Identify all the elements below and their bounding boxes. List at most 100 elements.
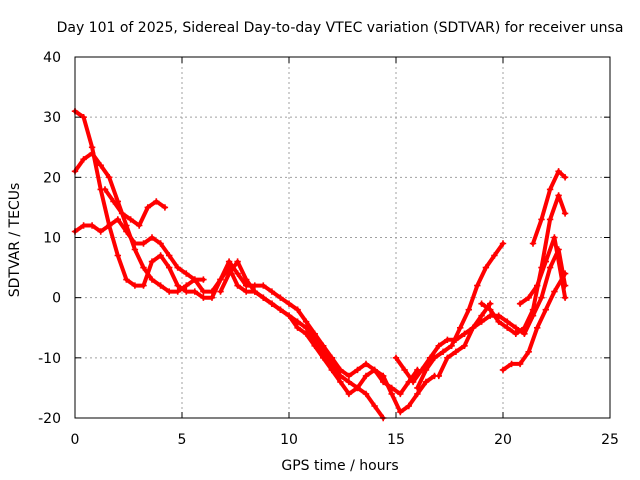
data-point: [80, 222, 87, 229]
data-point: [174, 288, 181, 295]
data-point: [371, 402, 378, 410]
data-point: [277, 294, 284, 301]
data-point: [225, 270, 233, 277]
data-point: [234, 258, 241, 265]
data-point: [525, 348, 532, 355]
data-point: [354, 384, 361, 392]
data-point: [521, 330, 528, 337]
series-line: [103, 187, 167, 228]
data-point: [166, 288, 173, 295]
y-tick-label: 30: [43, 110, 61, 126]
data-point: [371, 366, 378, 374]
data-point: [516, 360, 524, 368]
series-track-3: [71, 216, 421, 398]
data-point: [294, 306, 301, 313]
data-point: [345, 390, 353, 398]
grid-lines: [75, 57, 610, 418]
data-point: [491, 252, 498, 259]
data-point: [461, 342, 468, 349]
data-point: [561, 270, 569, 277]
data-point: [166, 252, 173, 259]
data-point: [208, 288, 216, 295]
data-point: [345, 378, 353, 386]
data-point: [97, 162, 104, 169]
series-track-11: [516, 234, 569, 307]
data-point: [294, 324, 301, 331]
data-point: [487, 300, 494, 307]
data-point: [512, 324, 519, 331]
data-point: [311, 342, 318, 349]
data-point: [431, 354, 438, 361]
data-point: [131, 240, 139, 247]
data-point: [380, 372, 387, 380]
data-point: [88, 150, 96, 157]
data-point: [208, 294, 216, 301]
data-point: [397, 408, 404, 416]
series-line: [73, 151, 206, 294]
data-point: [320, 354, 327, 361]
series-line: [218, 259, 437, 414]
data-point: [397, 390, 404, 398]
data-point: [345, 372, 353, 380]
series-track-8: [435, 300, 494, 380]
data-point: [80, 156, 87, 163]
data-point: [97, 228, 104, 235]
data-point: [504, 318, 511, 325]
data-point: [101, 186, 109, 193]
data-point: [127, 216, 134, 223]
data-point: [409, 378, 417, 386]
data-point: [499, 366, 507, 374]
data-point: [234, 270, 241, 277]
y-axis-title: SDTVAR / TECUs: [7, 183, 23, 298]
series-layer: [71, 108, 569, 422]
data-point: [260, 282, 267, 289]
data-point: [478, 300, 485, 307]
data-point: [174, 264, 181, 271]
data-point: [131, 282, 139, 289]
data-point: [516, 300, 524, 307]
data-point: [243, 276, 250, 283]
data-point: [328, 354, 335, 361]
data-point: [525, 294, 532, 301]
y-tick-label: 40: [43, 50, 61, 66]
data-point: [435, 372, 442, 380]
data-point: [302, 318, 310, 325]
data-point: [354, 366, 361, 374]
data-point: [362, 390, 370, 398]
data-point: [474, 282, 481, 289]
data-point: [555, 168, 562, 175]
data-point: [401, 366, 408, 374]
data-point: [328, 366, 335, 374]
data-point: [183, 288, 190, 295]
data-point: [320, 342, 327, 349]
data-point: [538, 216, 545, 223]
data-point: [114, 252, 121, 259]
data-point: [561, 210, 569, 217]
data-point: [392, 354, 400, 361]
data-point: [555, 192, 562, 199]
data-point: [144, 204, 151, 211]
y-tick-label: -10: [38, 351, 61, 367]
x-axis-title: GPS time / hours: [281, 458, 398, 474]
series-track-9: [478, 192, 569, 337]
data-point: [157, 240, 164, 247]
y-tick-label: -20: [38, 411, 61, 427]
data-point: [444, 336, 451, 343]
data-point: [542, 306, 549, 313]
x-tick-label: 0: [71, 432, 80, 448]
data-point: [114, 216, 121, 223]
series-track-10: [499, 270, 569, 374]
y-tick-label: 20: [43, 170, 61, 186]
data-point: [148, 234, 156, 241]
data-point: [225, 258, 233, 265]
data-point: [422, 366, 430, 374]
data-point: [123, 228, 130, 235]
data-point: [495, 318, 502, 325]
data-point: [234, 282, 241, 289]
data-point: [302, 330, 310, 337]
data-point: [140, 264, 147, 271]
series-track-4: [101, 186, 169, 229]
data-point: [452, 348, 460, 355]
data-point: [148, 258, 156, 265]
data-point: [183, 282, 190, 289]
